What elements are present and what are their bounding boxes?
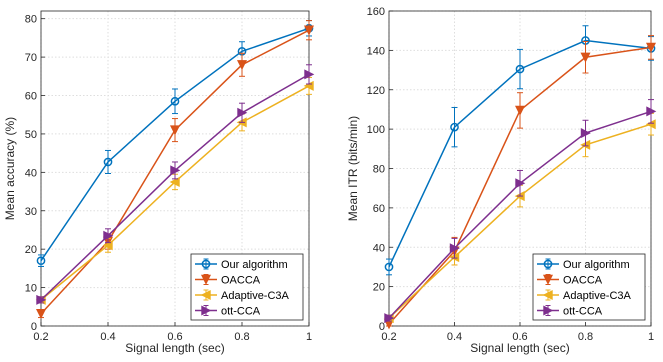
data-point bbox=[102, 240, 113, 251]
legend-marker bbox=[200, 289, 211, 301]
data-point bbox=[450, 122, 459, 132]
legend-label: ott-CCA bbox=[221, 306, 261, 318]
data-point bbox=[170, 96, 180, 106]
legend-label: Adaptive-C3A bbox=[221, 290, 290, 302]
x-tick-label: 0.6 bbox=[167, 331, 182, 343]
legend-item: Our algorithm bbox=[195, 258, 288, 271]
data-point bbox=[304, 69, 315, 80]
y-tick-label: 50 bbox=[25, 129, 37, 141]
x-tick-label: 0.8 bbox=[234, 331, 249, 343]
y-tick-label: 80 bbox=[373, 164, 385, 176]
y-tick-label: 10 bbox=[25, 283, 37, 295]
y-tick-label: 70 bbox=[25, 52, 37, 64]
y-axis-label: Mean accuracy (%) bbox=[3, 117, 17, 220]
y-tick-label: 40 bbox=[373, 242, 385, 254]
y-tick-label: 140 bbox=[367, 45, 385, 57]
y-axis-label: Mean ITR (bits/min) bbox=[346, 116, 360, 221]
x-tick-label: 0.4 bbox=[447, 331, 462, 343]
x-tick-label: 1 bbox=[648, 331, 654, 343]
data-point bbox=[514, 105, 526, 116]
data-point bbox=[645, 42, 657, 53]
legend-item: Adaptive-C3A bbox=[537, 289, 632, 302]
x-tick-label: 0.2 bbox=[33, 331, 48, 343]
y-tick-label: 0 bbox=[31, 321, 37, 333]
data-point bbox=[170, 165, 181, 176]
legend-item: Our algorithm bbox=[537, 258, 630, 271]
y-tick-label: 60 bbox=[25, 91, 37, 103]
chart-1: 0 10 20 30 40 50 60 70 80 0.2 0.4 0.6 0.8 1 Signal len… bbox=[3, 10, 315, 355]
y-tick-label: 20 bbox=[25, 244, 37, 256]
x-axis-label: Signal length (sec) bbox=[470, 341, 569, 355]
legend-label: Adaptive-C3A bbox=[563, 290, 632, 302]
y-tick-label: 100 bbox=[367, 124, 385, 136]
legend-marker bbox=[543, 259, 553, 269]
legend-item: OACCA bbox=[537, 274, 603, 287]
series-ott-cca bbox=[36, 64, 315, 305]
x-tick-label: 0.6 bbox=[512, 331, 527, 343]
legend-label: Our algorithm bbox=[563, 259, 630, 271]
legend-marker bbox=[201, 305, 212, 316]
series-ott-cca bbox=[384, 99, 657, 324]
legend-marker bbox=[201, 259, 211, 269]
data-point bbox=[515, 64, 525, 74]
x-tick-label: 0.4 bbox=[100, 331, 115, 343]
legend-marker bbox=[542, 289, 553, 301]
y-tick-label: 0 bbox=[379, 321, 385, 333]
data-point bbox=[103, 230, 114, 241]
data-point bbox=[580, 52, 591, 63]
legend-marker bbox=[200, 274, 212, 285]
data-point bbox=[303, 25, 315, 36]
data-point bbox=[169, 125, 181, 136]
data-point bbox=[36, 294, 47, 305]
legend-item: Adaptive-C3A bbox=[195, 289, 290, 302]
legend: Our algorithm OACCA Adaptive-C3A ott-CCA bbox=[532, 253, 646, 321]
legend-label: OACCA bbox=[563, 275, 603, 287]
data-point bbox=[449, 243, 460, 254]
legend-label: ott-CCA bbox=[563, 306, 603, 318]
legend-marker bbox=[542, 274, 554, 285]
data-point bbox=[580, 128, 591, 139]
data-point bbox=[35, 309, 47, 320]
data-point bbox=[236, 60, 248, 71]
legend-label: Our algorithm bbox=[221, 259, 288, 271]
y-tick-label: 40 bbox=[25, 167, 37, 179]
data-point bbox=[237, 107, 248, 118]
x-axis-label: Signal length (sec) bbox=[125, 341, 224, 355]
legend-item: OACCA bbox=[195, 274, 261, 287]
y-tick-label: 160 bbox=[367, 6, 385, 18]
data-point bbox=[515, 178, 526, 189]
y-tick-label: 80 bbox=[25, 14, 37, 26]
chart-2: 0 20 40 60 80 100 120 140 160 0.2 0.4 0.6 0.8 1 Signal… bbox=[346, 6, 657, 355]
y-tick-label: 30 bbox=[25, 206, 37, 218]
data-point bbox=[646, 106, 657, 117]
legend-item: ott-CCA bbox=[537, 305, 603, 318]
x-tick-label: 0.8 bbox=[578, 331, 593, 343]
x-tick-label: 0.2 bbox=[381, 331, 396, 343]
data-point bbox=[384, 262, 394, 272]
x-tick-label: 1 bbox=[306, 331, 312, 343]
legend-item: ott-CCA bbox=[195, 305, 261, 318]
data-point bbox=[36, 256, 46, 266]
y-tick-label: 120 bbox=[367, 85, 385, 97]
data-point bbox=[103, 157, 113, 167]
data-point bbox=[169, 176, 180, 187]
y-tick-label: 60 bbox=[373, 203, 385, 215]
legend-marker bbox=[543, 305, 554, 316]
data-point bbox=[384, 313, 395, 324]
legend-label: OACCA bbox=[221, 275, 261, 287]
y-tick-label: 20 bbox=[373, 282, 385, 294]
legend: Our algorithm OACCA Adaptive-C3A ott-CCA bbox=[190, 253, 304, 321]
